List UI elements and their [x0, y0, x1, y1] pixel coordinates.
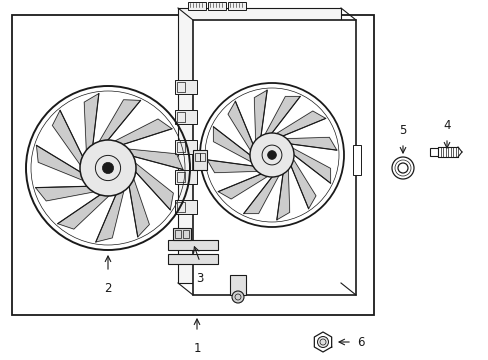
- Bar: [12, 15, 373, 315]
- Polygon shape: [135, 163, 173, 210]
- Polygon shape: [276, 170, 289, 220]
- Bar: [177, 82, 184, 92]
- Polygon shape: [52, 110, 82, 165]
- Polygon shape: [58, 195, 108, 229]
- Bar: [195, 153, 200, 161]
- Bar: [229, 275, 245, 295]
- Text: 4: 4: [442, 119, 450, 132]
- Bar: [175, 170, 197, 184]
- Polygon shape: [115, 119, 172, 144]
- Polygon shape: [129, 179, 149, 237]
- Bar: [175, 230, 181, 238]
- Bar: [168, 240, 218, 250]
- Bar: [175, 110, 197, 124]
- Polygon shape: [218, 174, 267, 199]
- Polygon shape: [254, 90, 266, 140]
- Bar: [175, 140, 197, 154]
- Bar: [175, 200, 197, 214]
- Bar: [207, 2, 225, 10]
- Polygon shape: [99, 100, 140, 141]
- Circle shape: [102, 162, 113, 174]
- Bar: [200, 153, 204, 161]
- Circle shape: [391, 157, 413, 179]
- Bar: [183, 230, 189, 238]
- Bar: [187, 2, 205, 10]
- Polygon shape: [292, 148, 330, 183]
- Bar: [429, 148, 437, 156]
- Polygon shape: [227, 101, 252, 150]
- Text: 6: 6: [356, 336, 364, 348]
- Circle shape: [317, 337, 328, 347]
- Polygon shape: [128, 149, 183, 170]
- Polygon shape: [96, 191, 123, 242]
- Circle shape: [80, 140, 136, 196]
- Bar: [177, 112, 184, 122]
- Circle shape: [231, 291, 244, 303]
- Polygon shape: [286, 137, 336, 150]
- Polygon shape: [213, 127, 250, 162]
- Bar: [168, 254, 218, 264]
- Text: 1: 1: [193, 342, 201, 355]
- Circle shape: [267, 150, 276, 159]
- Polygon shape: [290, 159, 315, 209]
- Polygon shape: [37, 145, 82, 180]
- Bar: [177, 202, 184, 212]
- Circle shape: [249, 133, 293, 177]
- Polygon shape: [276, 111, 325, 136]
- Text: 3: 3: [196, 272, 203, 285]
- Polygon shape: [314, 332, 331, 352]
- Bar: [227, 2, 245, 10]
- Polygon shape: [84, 94, 99, 150]
- Text: 2: 2: [104, 282, 112, 295]
- Bar: [177, 172, 184, 182]
- Polygon shape: [244, 176, 278, 213]
- Polygon shape: [264, 96, 300, 134]
- Bar: [177, 142, 184, 152]
- Polygon shape: [36, 186, 93, 201]
- Bar: [193, 20, 355, 295]
- Bar: [175, 80, 197, 94]
- Polygon shape: [207, 160, 257, 173]
- Bar: [173, 228, 191, 240]
- Bar: [178, 8, 340, 283]
- Bar: [193, 150, 206, 170]
- Text: 5: 5: [399, 124, 406, 137]
- Bar: [352, 145, 360, 175]
